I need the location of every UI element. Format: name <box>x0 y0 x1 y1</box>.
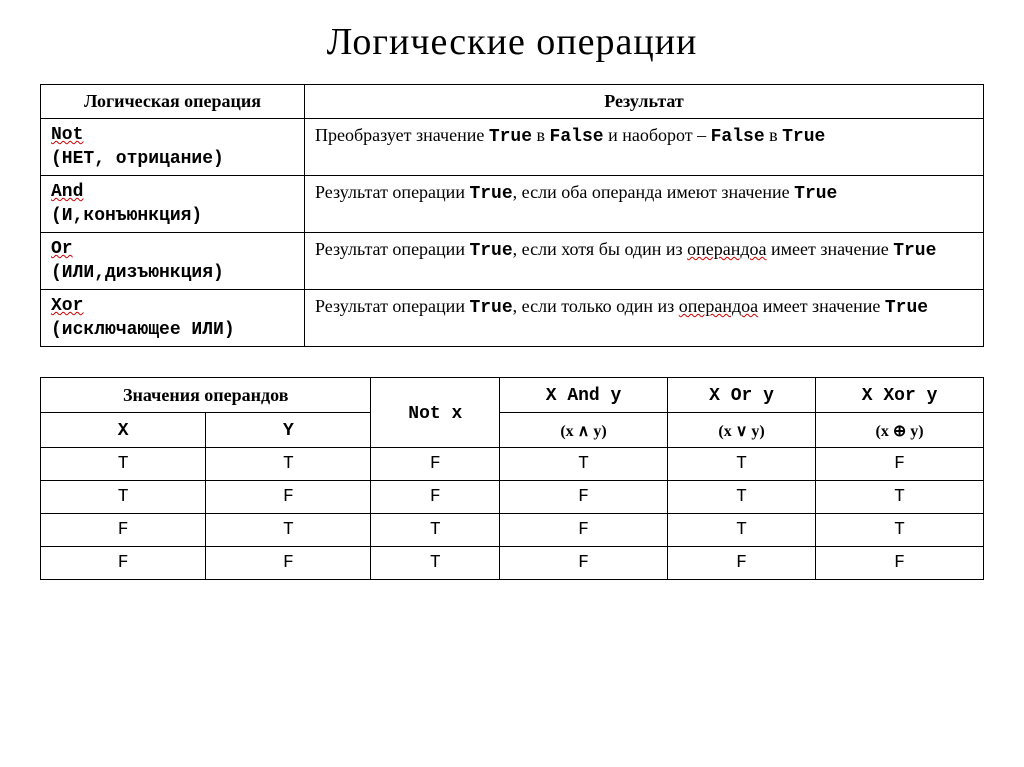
table-row: And (И,конъюнкция) Результат операции True… <box>41 176 984 233</box>
table-row: Xor (исключающее ИЛИ) Результат операции T… <box>41 290 984 347</box>
op-name: And <box>51 182 294 202</box>
result-text: , если только один из <box>513 296 679 316</box>
truth-cell-or: T <box>667 514 815 547</box>
truth-cell-xor: F <box>816 448 984 481</box>
op-cell: Or (ИЛИ,дизъюнкция) <box>41 233 305 290</box>
truth-cell-x: T <box>41 448 206 481</box>
op-name: Not <box>51 125 294 145</box>
keyword-false: False <box>550 127 604 147</box>
result-cell: Результат операции True, если только оди… <box>305 290 984 347</box>
truth-cell-y: F <box>206 547 371 580</box>
truth-cell-x: F <box>41 514 206 547</box>
truth-cell-not: T <box>371 547 500 580</box>
truth-cell-xor: T <box>816 481 984 514</box>
table-row: FFTFFF <box>41 547 984 580</box>
result-text: , если оба операнда имеют значение <box>513 182 794 202</box>
col-header-or: X Or y <box>667 378 815 413</box>
truth-cell-and: T <box>500 448 668 481</box>
truth-cell-and: F <box>500 547 668 580</box>
result-cell: Преобразует значение True в False и наоб… <box>305 119 984 176</box>
result-text: Результат операции <box>315 239 469 259</box>
table-row: Or (ИЛИ,дизъюнкция) Результат операции Tru… <box>41 233 984 290</box>
col-header-and: X And y <box>500 378 668 413</box>
truth-cell-not: T <box>371 514 500 547</box>
result-text: Результат операции <box>315 296 469 316</box>
page-title: Логические операции <box>40 20 984 64</box>
keyword-true: True <box>489 127 532 147</box>
operations-table: Логическая операция Результат Not (НЕТ, о… <box>40 84 984 347</box>
truth-cell-x: T <box>41 481 206 514</box>
result-cell: Результат операции True, если хотя бы од… <box>305 233 984 290</box>
truth-cell-y: T <box>206 448 371 481</box>
op-name: Or <box>51 239 294 259</box>
col-header-y: Y <box>206 413 371 448</box>
result-text: имеет значение <box>767 239 894 259</box>
result-text: Преобразует значение <box>315 125 489 145</box>
typo-word: операндоа <box>687 239 766 259</box>
table-row: FTTFTT <box>41 514 984 547</box>
result-text: имеет значение <box>758 296 885 316</box>
keyword-true: True <box>469 241 512 261</box>
result-text: в <box>765 125 783 145</box>
op-desc: (исключающее ИЛИ) <box>51 320 294 340</box>
col-header-xor: X Xor y <box>816 378 984 413</box>
col-header-operands: Значения операндов <box>41 378 371 413</box>
col-header-result: Результат <box>305 85 984 119</box>
col-sub-xor: (x ⊕ y) <box>816 413 984 448</box>
result-text: в <box>532 125 550 145</box>
truth-cell-y: F <box>206 481 371 514</box>
keyword-true: True <box>893 241 936 261</box>
keyword-false: False <box>711 127 765 147</box>
table-row: Not (НЕТ, отрицание) Преобразует значение … <box>41 119 984 176</box>
op-desc: (НЕТ, отрицание) <box>51 149 294 169</box>
op-cell: And (И,конъюнкция) <box>41 176 305 233</box>
truth-cell-and: F <box>500 481 668 514</box>
truth-cell-xor: T <box>816 514 984 547</box>
truth-cell-not: F <box>371 481 500 514</box>
op-name: Xor <box>51 296 294 316</box>
truth-cell-x: F <box>41 547 206 580</box>
op-cell: Xor (исключающее ИЛИ) <box>41 290 305 347</box>
truth-cell-and: F <box>500 514 668 547</box>
op-desc: (И,конъюнкция) <box>51 206 294 226</box>
keyword-true: True <box>794 184 837 204</box>
truth-cell-or: T <box>667 481 815 514</box>
keyword-true: True <box>782 127 825 147</box>
result-cell: Результат операции True, если оба операн… <box>305 176 984 233</box>
truth-cell-xor: F <box>816 547 984 580</box>
keyword-true: True <box>469 184 512 204</box>
col-header-x: X <box>41 413 206 448</box>
result-text: Результат операции <box>315 182 469 202</box>
truth-cell-or: F <box>667 547 815 580</box>
typo-word: операндоа <box>679 296 758 316</box>
truth-cell-y: T <box>206 514 371 547</box>
col-sub-and: (x ∧ y) <box>500 413 668 448</box>
truth-cell-or: T <box>667 448 815 481</box>
table-row: TFFFTT <box>41 481 984 514</box>
truth-cell-not: F <box>371 448 500 481</box>
op-cell: Not (НЕТ, отрицание) <box>41 119 305 176</box>
truth-table: Значения операндов Not x X And y X Or y … <box>40 377 984 580</box>
col-sub-or: (x ∨ y) <box>667 413 815 448</box>
result-text: , если хотя бы один из <box>513 239 687 259</box>
op-desc: (ИЛИ,дизъюнкция) <box>51 263 294 283</box>
table-row: TTFTTF <box>41 448 984 481</box>
result-text: и наоборот – <box>604 125 711 145</box>
keyword-true: True <box>469 298 512 318</box>
keyword-true: True <box>885 298 928 318</box>
col-header-not: Not x <box>371 378 500 448</box>
col-header-operation: Логическая операция <box>41 85 305 119</box>
